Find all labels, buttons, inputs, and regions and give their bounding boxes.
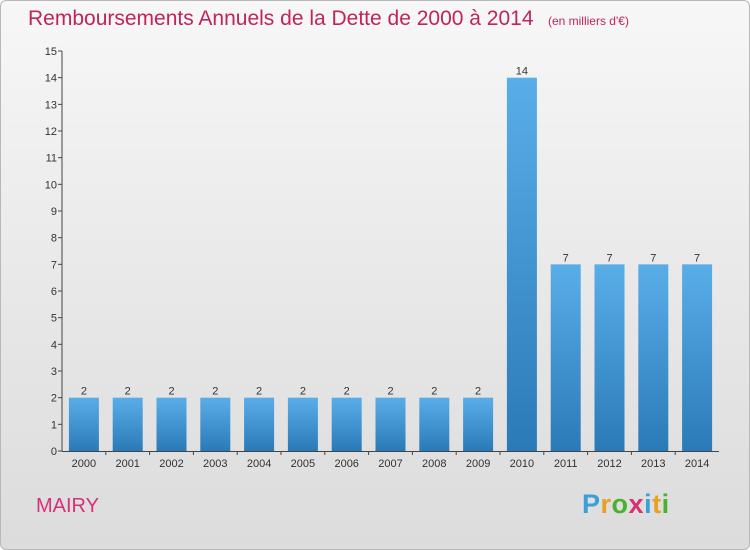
y-tick-label: 7 [51,259,57,271]
data-label: 2 [300,386,306,398]
y-tick-label: 15 [45,46,57,58]
x-tick-label: 2003 [203,458,227,470]
x-tick-label: 2009 [466,458,490,470]
x-tick-label: 2007 [378,458,402,470]
bar [200,397,231,451]
y-tick-label: 14 [45,73,57,85]
bar [506,77,537,452]
y-tick-label: 2 [51,393,57,405]
data-label: 7 [606,252,612,264]
logo-letter: i [661,489,670,519]
bar [112,397,143,451]
data-label: 14 [516,66,528,78]
data-label: 2 [387,386,393,398]
x-tick-label: 2013 [641,458,665,470]
bar [287,397,318,451]
bar [419,397,450,451]
data-label: 7 [694,252,700,264]
x-tick-label: 2011 [554,458,578,470]
bar [463,397,494,451]
bar [594,264,625,451]
data-label: 2 [125,386,131,398]
bar [682,264,713,451]
data-label: 7 [563,252,569,264]
y-tick-label: 12 [45,126,57,138]
chart-title: Remboursements Annuels de la Dette de 20… [28,7,534,30]
logo-letter: x [628,489,645,519]
logo-letter: i [644,489,653,519]
x-tick-label: 2004 [247,458,271,470]
logo-letter: t [652,489,662,519]
x-tick-label: 2005 [291,458,315,470]
proxiti-logo[interactable]: Proxiti [582,489,670,520]
bar [156,397,187,451]
y-tick-label: 6 [51,286,57,298]
y-tick-label: 8 [51,233,57,245]
data-label: 2 [475,386,481,398]
y-tick-label: 11 [46,153,57,165]
x-tick-label: 2006 [334,458,358,470]
commune-name: MAIRY [36,495,99,517]
x-tick-label: 2000 [72,458,96,470]
y-tick-label: 13 [45,99,57,111]
data-label: 2 [431,386,437,398]
bar [550,264,581,451]
y-tick-label: 3 [51,366,57,378]
chart-subtitle: (en milliers d'€) [547,14,629,28]
x-tick-label: 2010 [510,458,534,470]
x-tick-label: 2002 [159,458,183,470]
bar [375,397,406,451]
bar [244,397,275,451]
y-tick-label: 4 [51,339,57,351]
y-tick-label: 5 [51,313,57,325]
title-row: Remboursements Annuels de la Dette de 20… [28,7,629,31]
y-tick-label: 9 [51,206,57,218]
y-tick-label: 10 [45,179,57,191]
data-label: 2 [212,386,218,398]
logo-letter: P [582,489,601,519]
data-label: 2 [256,386,262,398]
data-label: 7 [650,252,656,264]
data-label: 2 [81,386,87,398]
bar [638,264,669,451]
bar [68,397,99,451]
logo-letter: r [600,489,612,519]
logo-letter: o [611,489,629,519]
x-tick-label: 2001 [115,458,139,470]
data-label: 2 [168,386,174,398]
y-tick-label: 1 [51,419,57,431]
bar [331,397,362,451]
data-label: 2 [344,386,350,398]
x-tick-label: 2014 [685,458,709,470]
x-tick-label: 2012 [597,458,621,470]
y-tick-label: 0 [51,446,57,458]
x-tick-label: 2008 [422,458,446,470]
